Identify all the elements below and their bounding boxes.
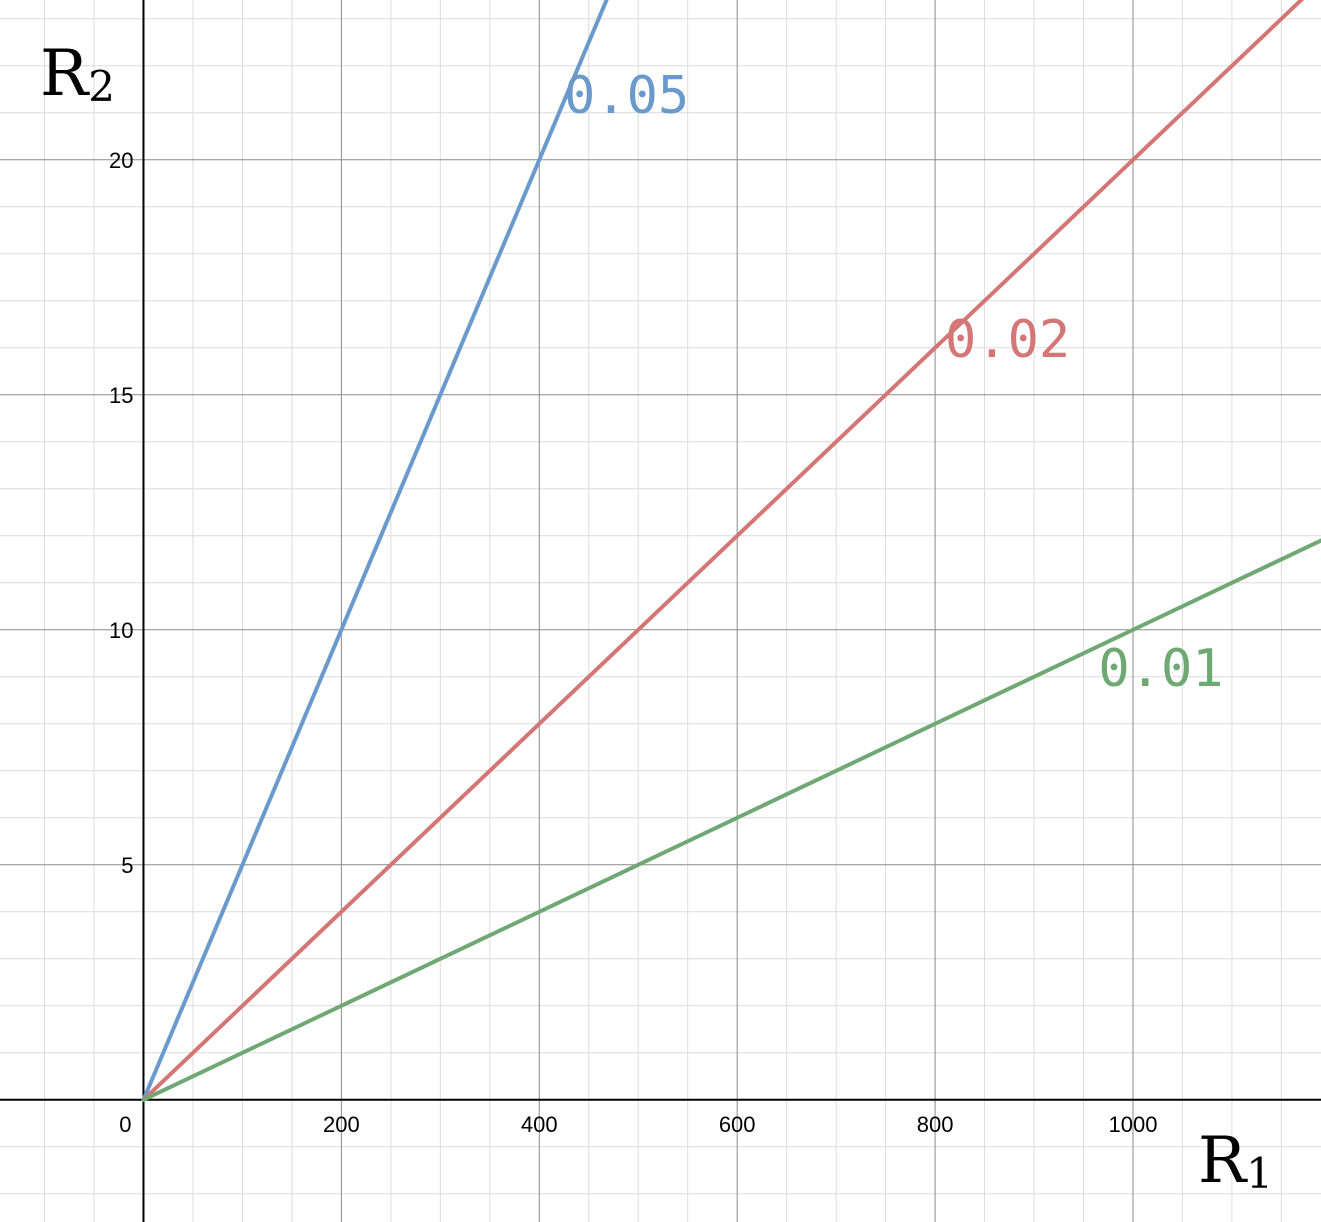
x-tick-label: 200 [323,1112,360,1137]
series-label-0-01: 0.01 [1098,639,1223,699]
series-labels: 0.05 0.02 0.01 [564,66,1224,699]
x-tick-label: 600 [719,1112,756,1137]
series-line-0-01 [141,538,1321,1102]
x-tick-label: 800 [917,1112,954,1137]
tick-labels: 0 200 400 600 800 1000 5 10 15 20 [109,148,1157,1137]
x-axis-title: R1 [1198,1124,1273,1198]
x-tick-label: 400 [521,1112,558,1137]
y-tick-label: 20 [109,148,133,173]
series-line-0-05 [141,0,609,1102]
series-label-0-02: 0.02 [945,310,1070,370]
series-lines [141,0,1321,1102]
series-line-0-02 [141,0,1305,1102]
series-label-0-05: 0.05 [564,66,689,126]
y-tick-label: 15 [109,383,133,408]
y-tick-label: 5 [121,853,133,878]
x-tick-label: 0 [119,1112,131,1137]
y-axis-title: R2 [40,37,115,111]
y-tick-label: 10 [109,618,133,643]
x-tick-label: 1000 [1109,1112,1158,1137]
